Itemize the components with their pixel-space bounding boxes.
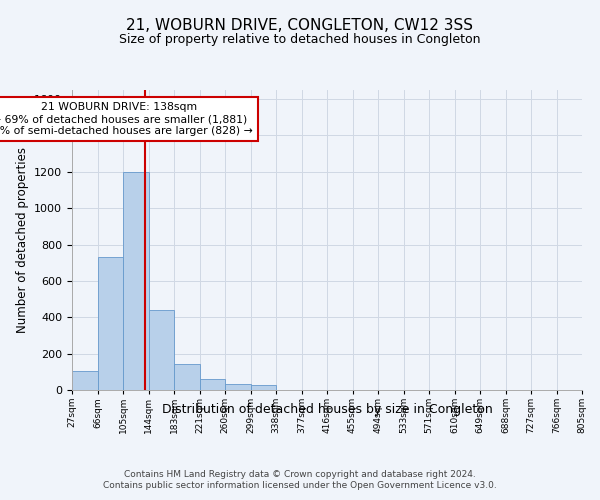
Text: Size of property relative to detached houses in Congleton: Size of property relative to detached ho… [119,32,481,46]
Text: 21, WOBURN DRIVE, CONGLETON, CW12 3SS: 21, WOBURN DRIVE, CONGLETON, CW12 3SS [127,18,473,32]
Text: Contains HM Land Registry data © Crown copyright and database right 2024.: Contains HM Land Registry data © Crown c… [124,470,476,479]
Text: Distribution of detached houses by size in Congleton: Distribution of detached houses by size … [161,402,493,415]
Bar [97,258,123,390]
Bar [149,310,174,390]
Bar [72,371,97,390]
Bar [199,379,225,390]
Bar [123,172,149,390]
Bar [225,384,251,390]
Bar [174,364,199,390]
Text: Contains public sector information licensed under the Open Government Licence v3: Contains public sector information licen… [103,481,497,490]
Y-axis label: Number of detached properties: Number of detached properties [16,147,29,333]
Text: 21 WOBURN DRIVE: 138sqm
← 69% of detached houses are smaller (1,881)
31% of semi: 21 WOBURN DRIVE: 138sqm ← 69% of detache… [0,102,253,136]
Bar [251,384,276,390]
